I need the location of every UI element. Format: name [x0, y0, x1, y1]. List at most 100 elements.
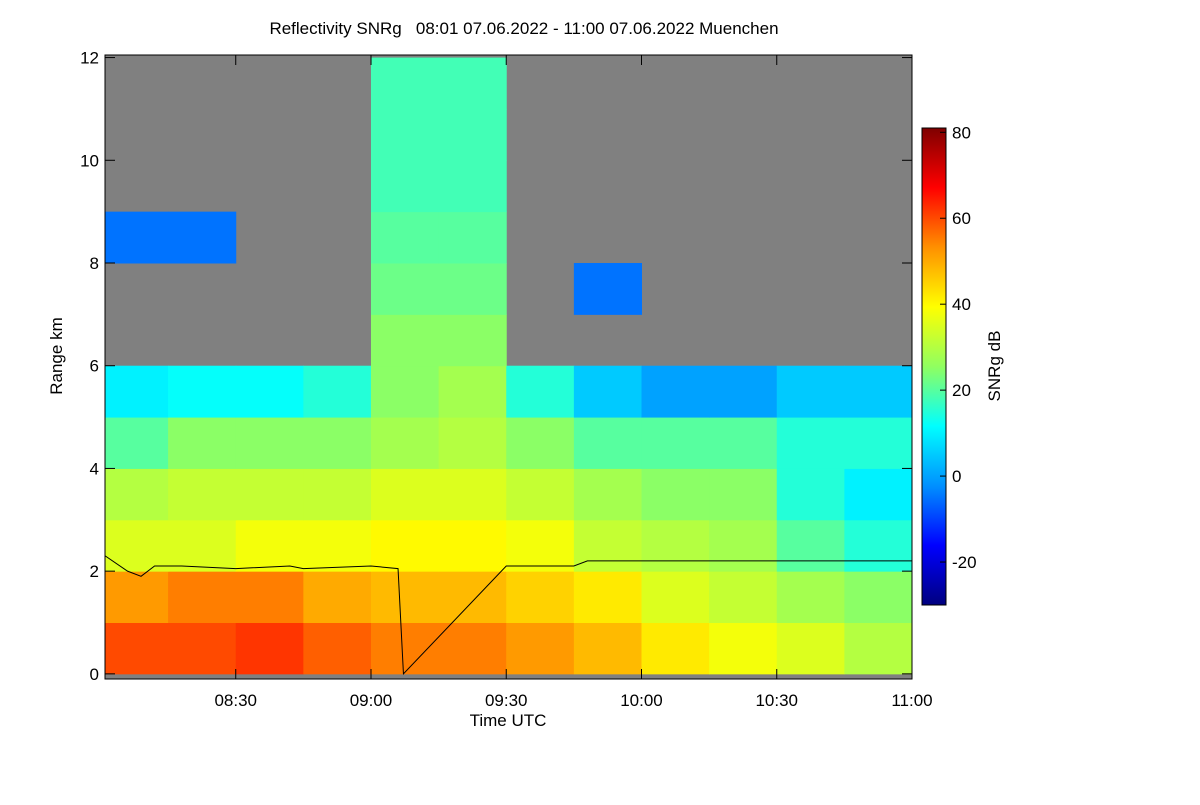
heatmap-cell — [438, 108, 507, 161]
heatmap-cell — [844, 519, 913, 572]
heatmap-cell — [709, 365, 778, 418]
y-axis-label: Range km — [47, 317, 66, 394]
heatmap-cell — [709, 468, 778, 521]
colorbar-tick-label: -20 — [952, 553, 977, 572]
heatmap-cell — [105, 468, 169, 521]
heatmap-cell — [438, 571, 507, 624]
heatmap-cell — [641, 365, 710, 418]
heatmap-cell — [303, 365, 372, 418]
heatmap — [105, 55, 913, 679]
x-tick-label: 10:00 — [620, 691, 663, 710]
heatmap-cell — [844, 468, 913, 521]
heatmap-cell — [105, 417, 169, 469]
heatmap-cell — [776, 417, 845, 469]
heatmap-cell — [105, 211, 169, 264]
heatmap-cell — [709, 417, 778, 469]
heatmap-cell — [844, 622, 913, 675]
heatmap-cell — [844, 571, 913, 624]
heatmap-cell — [438, 160, 507, 213]
heatmap-cell — [573, 622, 642, 675]
heatmap-cell — [370, 160, 440, 213]
heatmap-cell — [438, 622, 507, 675]
x-tick-label: 09:00 — [350, 691, 393, 710]
heatmap-cell — [776, 468, 845, 521]
heatmap-cell — [573, 571, 642, 624]
heatmap-cell — [168, 519, 237, 572]
heatmap-cell — [573, 468, 642, 521]
x-tick-label: 08:30 — [214, 691, 257, 710]
colorbar-tick-label: 0 — [952, 467, 961, 486]
heatmap-cell — [438, 263, 507, 315]
x-tick-label: 10:30 — [755, 691, 798, 710]
plot-frame — [104, 54, 913, 680]
heatmap-cell — [641, 519, 710, 572]
colorbar-tick-label: 80 — [952, 123, 971, 142]
heatmap-cell — [370, 571, 440, 624]
data-line — [104, 555, 912, 676]
heatmap-cell — [370, 211, 440, 264]
heatmap-cell — [370, 519, 440, 572]
heatmap-cell — [168, 417, 237, 469]
heatmap-cell — [303, 519, 372, 572]
heatmap-cell — [105, 365, 169, 418]
heatmap-cell — [235, 417, 304, 469]
y-tick-label: 2 — [90, 562, 99, 581]
heatmap-cell — [105, 519, 169, 572]
heatmap-cell — [370, 417, 440, 469]
heatmap-cell — [438, 519, 507, 572]
heatmap-cell — [303, 622, 372, 675]
heatmap-cell — [573, 519, 642, 572]
heatmap-cell — [438, 211, 507, 264]
heatmap-cell — [776, 622, 845, 675]
heatmap-cell — [370, 108, 440, 161]
heatmap-cell — [709, 519, 778, 572]
colorbar-tick-label: 40 — [952, 295, 971, 314]
y-tick-label: 12 — [80, 49, 99, 68]
heatmap-cell — [168, 468, 237, 521]
heatmap-cell — [506, 417, 575, 469]
heatmap-cell — [168, 365, 237, 418]
heatmap-cell — [506, 622, 575, 675]
heatmap-cell — [168, 571, 237, 624]
y-tick-label: 8 — [90, 254, 99, 273]
heatmap-cell — [303, 571, 372, 624]
heatmap-cell — [438, 314, 507, 367]
heatmap-cell — [370, 263, 440, 315]
heatmap-cell — [370, 622, 440, 675]
y-tick-label: 4 — [90, 459, 99, 478]
heatmap-cell — [370, 314, 440, 367]
heatmap-cell — [641, 468, 710, 521]
heatmap-cell — [709, 571, 778, 624]
heatmap-cell — [844, 365, 913, 418]
heatmap-cell — [776, 571, 845, 624]
heatmap-cell — [506, 519, 575, 572]
heatmap-cell — [506, 468, 575, 521]
y-tick-label: 6 — [90, 357, 99, 376]
heatmap-cell — [235, 622, 304, 675]
heatmap-cell — [438, 417, 507, 469]
heatmap-cell — [303, 468, 372, 521]
heatmap-cell — [844, 417, 913, 469]
heatmap-cell — [506, 365, 575, 418]
heatmap-cell — [235, 468, 304, 521]
heatmap-cell — [641, 417, 710, 469]
heatmap-cell — [709, 622, 778, 675]
heatmap-cell — [168, 211, 237, 264]
heatmap-cell — [168, 622, 237, 675]
heatmap-cell — [235, 519, 304, 572]
heatmap-cell — [438, 365, 507, 418]
heatmap-cell — [776, 365, 845, 418]
heatmap-cell — [641, 622, 710, 675]
chart-title: Reflectivity SNRg 08:01 07.06.2022 - 11:… — [269, 19, 778, 38]
heatmap-cell — [303, 417, 372, 469]
heatmap-cell — [370, 365, 440, 418]
x-tick-label: 11:00 — [891, 691, 932, 710]
y-tick-label: 10 — [80, 151, 99, 170]
heatmap-cell — [506, 571, 575, 624]
colorbar-tick-label: 20 — [952, 381, 971, 400]
colorbar — [921, 127, 947, 606]
heatmap-cell — [105, 571, 169, 624]
x-tick-label: 09:30 — [485, 691, 528, 710]
heatmap-cell — [370, 57, 440, 110]
